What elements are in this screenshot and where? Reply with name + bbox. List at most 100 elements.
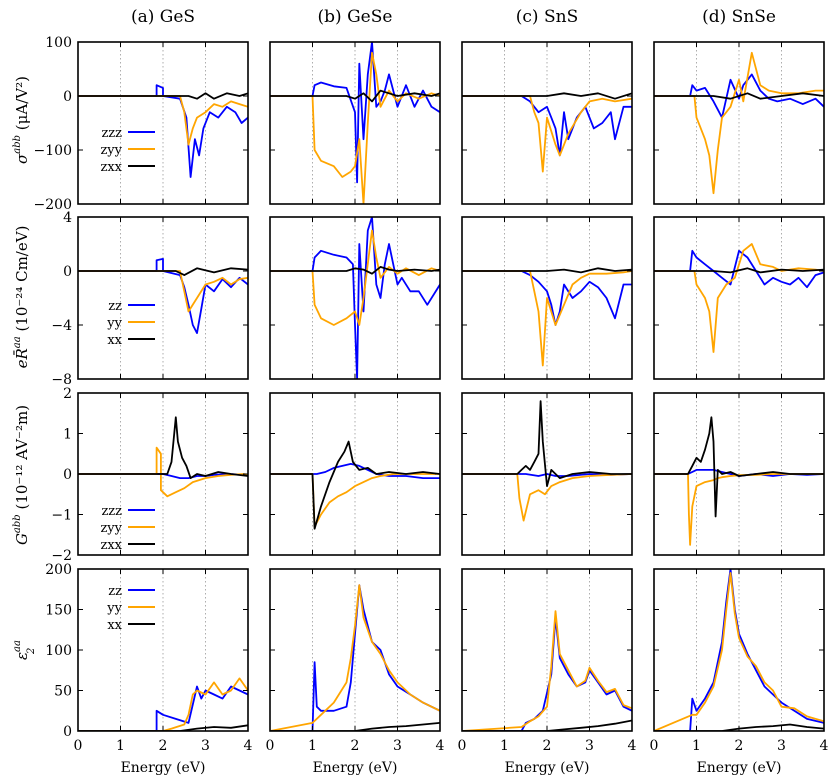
column-titles: (a) GeS (b) GeSe (c) SnS (d) SnSe <box>131 7 776 27</box>
legend-label: yy <box>106 316 122 331</box>
series-line-zzz <box>462 473 632 477</box>
column-title-snse: (d) SnSe <box>702 7 776 27</box>
ylabel-epsilon-main: ε <box>13 652 31 660</box>
series-line-zxx <box>654 92 824 100</box>
series-line-zzz <box>78 84 248 178</box>
series-line-yy <box>78 270 248 313</box>
y-tick-label: −4 <box>51 318 72 334</box>
series-line-zz <box>462 270 632 326</box>
series-line-zz <box>270 217 440 379</box>
x-tick-label: 2 <box>735 738 744 754</box>
series-line-xx <box>654 267 824 274</box>
ylabel-g-units: (10⁻¹² AV⁻²m) <box>13 405 31 514</box>
series-line-yy <box>462 610 632 731</box>
plot-area <box>462 400 632 522</box>
plot-area <box>654 416 824 546</box>
legend-label: zyy <box>100 521 122 536</box>
y-tick-label: 0 <box>63 467 72 483</box>
ylabel-g-main: G <box>13 533 31 545</box>
panel-r0-c0: 100 0 −100 −200 zzz zyy zxx <box>34 35 249 213</box>
panel-r3-c3: 0 1 2 3 4 <box>650 568 829 754</box>
series-line-zz <box>78 257 248 335</box>
series-line-xx <box>462 267 632 274</box>
series-line-yy <box>270 584 440 731</box>
x-axis-label-snse: Energy (eV) <box>697 760 782 776</box>
plot-area <box>270 584 440 731</box>
panel-r2-c1 <box>269 392 441 556</box>
panels: 1000−100−200zzzzyyzxx40−4−8zzyyxx210−1−2… <box>34 35 829 754</box>
legend-label: zzz <box>101 504 122 519</box>
panel-r2-c3 <box>653 392 825 556</box>
y-tick-label: −100 <box>34 143 72 159</box>
y-tick-label: −1 <box>51 508 72 524</box>
legend-label: zyy <box>100 143 122 158</box>
legend-label: zz <box>108 299 122 314</box>
legend-label: zz <box>108 584 122 599</box>
x-tick-label: 4 <box>436 738 445 754</box>
x-tick-label: 2 <box>159 738 168 754</box>
panel-r0-c2 <box>461 41 633 205</box>
x-tick-label: 2 <box>351 738 360 754</box>
ylabel-g-sup: abb <box>12 514 23 533</box>
y-tick-label: 0 <box>63 264 72 280</box>
panel-r1-c1 <box>269 216 441 380</box>
x-tick-label: 0 <box>74 738 83 754</box>
row-ylabels: σabb (μA/V²) eR̄aa (10⁻²⁴ Cm/eV) Gabb (1… <box>12 76 37 660</box>
x-tick-label: 0 <box>650 738 659 754</box>
x-tick-label: 2 <box>543 738 552 754</box>
plot-area <box>462 610 632 731</box>
x-tick-label: 3 <box>393 738 402 754</box>
y-tick-label: 50 <box>54 684 72 700</box>
series-line-zxx <box>462 400 632 488</box>
series-line-zzz <box>462 95 632 157</box>
ylabel-epsilon: εaa 2 <box>12 640 37 660</box>
plot-area <box>78 257 248 335</box>
panel-r3-c1: 0 1 2 3 4 <box>266 568 445 754</box>
legend-label: xx <box>107 333 122 348</box>
series-line-xx <box>78 267 248 277</box>
x-axis-labels: Energy (eV) Energy (eV) Energy (eV) Ener… <box>121 760 782 776</box>
ylabel-sigma-units: (μA/V²) <box>13 76 31 135</box>
y-tick-label: −2 <box>51 548 72 564</box>
x-tick-label: 4 <box>820 738 829 754</box>
plot-area <box>462 267 632 367</box>
plot-area <box>270 42 440 204</box>
panel-r3-c0: 200 150 100 50 00 1 2 3 4 zz yy xx <box>45 562 252 754</box>
series-line-xx <box>270 265 440 275</box>
series-line-zyy <box>78 446 248 498</box>
panel-r1-c0: 4 0 −4 −8 zz yy xx <box>51 210 249 388</box>
series-line-zxx <box>78 92 248 100</box>
series-line-yy <box>462 270 632 367</box>
series-line-zxx <box>270 89 440 103</box>
x-tick-label: 3 <box>201 738 210 754</box>
series-line-zyy <box>462 473 632 522</box>
series-line-zxx <box>654 416 824 518</box>
series-line-zyy <box>78 95 248 146</box>
legend-label: xx <box>107 618 122 633</box>
ylabel-sigma-sup: abb <box>12 135 23 154</box>
panel-r2-c2 <box>461 392 633 556</box>
y-tick-label: 0 <box>63 724 72 740</box>
series-line-zz <box>654 249 824 289</box>
column-title-gese: (b) GeSe <box>318 7 393 27</box>
x-axis-label-sns: Energy (eV) <box>505 760 590 776</box>
x-axis-label-gese: Energy (eV) <box>313 760 398 776</box>
panel-r0-c1 <box>269 41 441 205</box>
series-line-xx <box>462 719 632 731</box>
series-line-xx <box>270 722 440 731</box>
panel-r2-c0: 2 1 0 −1 −2 zzz zyy zxx <box>51 386 249 564</box>
legend-label: zzz <box>101 126 122 141</box>
column-title-ges: (a) GeS <box>131 7 195 27</box>
y-tick-label: 100 <box>45 35 72 51</box>
legend-label: zxx <box>100 160 122 175</box>
x-tick-label: 3 <box>585 738 594 754</box>
ylabel-shift-vector: eR̄aa (10⁻²⁴ Cm/eV) <box>12 226 31 369</box>
plot-area <box>462 92 632 173</box>
series-line-yy <box>78 677 248 731</box>
plot-area <box>270 440 440 530</box>
series-line-zxx <box>78 416 248 480</box>
series-line-zyy <box>462 95 632 173</box>
y-tick-label: 0 <box>63 89 72 105</box>
legend-label: zxx <box>100 538 122 553</box>
x-tick-label: 4 <box>244 738 253 754</box>
